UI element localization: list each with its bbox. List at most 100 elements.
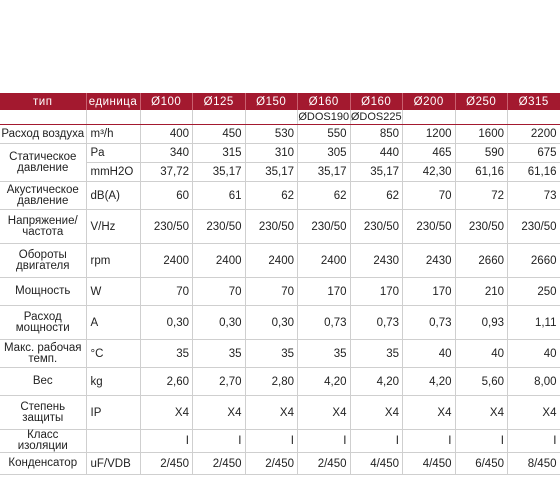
spec-table: тип единица Ø100 Ø125 Ø150 Ø160 Ø160 Ø20… <box>0 93 560 475</box>
table-row: Макс. рабочая темп. °C 35 35 35 35 35 40… <box>0 339 560 368</box>
value-cell: 61,16 <box>507 162 560 182</box>
subheader-cell <box>507 110 560 125</box>
value-cell: 2,80 <box>245 367 298 396</box>
header-cell: Ø160 <box>350 93 403 110</box>
value-cell: 1,11 <box>507 305 560 340</box>
value-cell: 61,16 <box>455 162 508 182</box>
value-cell: 70 <box>192 277 246 306</box>
value-cell: 35 <box>350 339 403 368</box>
value-cell: 4,20 <box>402 367 456 396</box>
unit-cell <box>86 429 141 453</box>
value-cell: 1600 <box>455 124 508 144</box>
unit-cell: A <box>86 305 141 340</box>
unit-cell: m³/h <box>86 124 141 144</box>
unit-cell: kg <box>86 367 141 396</box>
header-cell: Ø160 <box>297 93 351 110</box>
value-cell: 230/50 <box>192 209 246 244</box>
param-label: Вес <box>0 367 87 396</box>
unit-cell: dB(A) <box>86 181 141 210</box>
value-cell: 230/50 <box>507 209 560 244</box>
header-cell: Ø250 <box>455 93 508 110</box>
subheader-cell <box>192 110 246 125</box>
value-cell: 35 <box>245 339 298 368</box>
value-cell: 4/450 <box>402 452 456 475</box>
table-row: Степень защиты IP X4 X4 X4 X4 X4 X4 X4 X… <box>0 395 560 430</box>
value-cell: 62 <box>297 181 351 210</box>
value-cell: 4,20 <box>350 367 403 396</box>
table-row: Акустическое давление dB(A) 60 61 62 62 … <box>0 181 560 210</box>
value-cell: 2/450 <box>245 452 298 475</box>
value-cell: 5,60 <box>455 367 508 396</box>
value-cell: 1200 <box>402 124 456 144</box>
value-cell: 2660 <box>507 243 560 278</box>
unit-cell: rpm <box>86 243 141 278</box>
value-cell: X4 <box>140 395 193 430</box>
value-cell: I <box>402 429 456 453</box>
value-cell: 70 <box>140 277 193 306</box>
subheader-cell <box>140 110 193 125</box>
header-cell: единица <box>86 93 141 110</box>
value-cell: 530 <box>245 124 298 144</box>
value-cell: 37,72 <box>140 162 193 182</box>
table-row: Класс изоляции I I I I I I I I <box>0 429 560 453</box>
param-label: Конденсатор <box>0 452 87 475</box>
value-cell: 70 <box>245 277 298 306</box>
value-cell: I <box>507 429 560 453</box>
value-cell: 2/450 <box>192 452 246 475</box>
value-cell: 35,17 <box>245 162 298 182</box>
unit-cell: uF/VDB <box>86 452 141 475</box>
table-row: Напряжение/ частота V/Hz 230/50 230/50 2… <box>0 209 560 244</box>
value-cell: 850 <box>350 124 403 144</box>
param-label: Акустическое давление <box>0 181 87 210</box>
value-cell: 35,17 <box>192 162 246 182</box>
value-cell: X4 <box>245 395 298 430</box>
param-label: Напряжение/ частота <box>0 209 87 244</box>
value-cell: 310 <box>245 143 298 163</box>
value-cell: 40 <box>455 339 508 368</box>
value-cell: 2,70 <box>192 367 246 396</box>
value-cell: X4 <box>402 395 456 430</box>
value-cell: 6/450 <box>455 452 508 475</box>
value-cell: 72 <box>455 181 508 210</box>
value-cell: 61 <box>192 181 246 210</box>
value-cell: 465 <box>402 143 456 163</box>
value-cell: 230/50 <box>402 209 456 244</box>
value-cell: I <box>245 429 298 453</box>
value-cell: 0,30 <box>192 305 246 340</box>
value-cell: 210 <box>455 277 508 306</box>
value-cell: X4 <box>297 395 351 430</box>
value-cell: 590 <box>455 143 508 163</box>
value-cell: 2400 <box>140 243 193 278</box>
value-cell: I <box>140 429 193 453</box>
header-cell: Ø125 <box>192 93 246 110</box>
value-cell: 340 <box>140 143 193 163</box>
value-cell: 2430 <box>402 243 456 278</box>
value-cell: 60 <box>140 181 193 210</box>
param-label: Обороты двигателя <box>0 243 87 278</box>
subheader-cell <box>455 110 508 125</box>
header-cell: Ø150 <box>245 93 298 110</box>
subheader-cell <box>86 110 141 125</box>
value-cell: 40 <box>507 339 560 368</box>
table-row: Вес kg 2,60 2,70 2,80 4,20 4,20 4,20 5,6… <box>0 367 560 396</box>
param-label: Класс изоляции <box>0 429 87 453</box>
unit-cell: V/Hz <box>86 209 141 244</box>
table-row: mmH2O 37,72 35,17 35,17 35,17 35,17 42,3… <box>0 162 560 182</box>
value-cell: I <box>350 429 403 453</box>
value-cell: 2400 <box>192 243 246 278</box>
value-cell: 305 <box>297 143 351 163</box>
param-label: Расход воздуха <box>0 124 87 144</box>
header-row: тип единица Ø100 Ø125 Ø150 Ø160 Ø160 Ø20… <box>0 93 560 110</box>
value-cell: 62 <box>350 181 403 210</box>
param-label: Макс. рабочая темп. <box>0 339 87 368</box>
unit-cell: mmH2O <box>86 162 141 182</box>
value-cell: 675 <box>507 143 560 163</box>
value-cell: 230/50 <box>455 209 508 244</box>
subheader-cell <box>245 110 298 125</box>
value-cell: 230/50 <box>297 209 351 244</box>
subheader-cell: ØDOS225 <box>350 110 403 125</box>
value-cell: 440 <box>350 143 403 163</box>
value-cell: 35 <box>192 339 246 368</box>
value-cell: 315 <box>192 143 246 163</box>
table-row: Расход воздуха m³/h 400 450 530 550 850 … <box>0 124 560 144</box>
